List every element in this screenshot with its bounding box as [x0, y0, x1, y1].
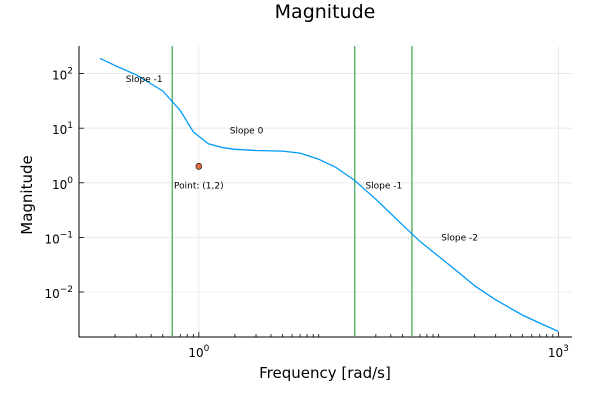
- annotations-layer: Slope -1 Slope 0 Point: (1,2) Slope -1 Slope…: [126, 75, 478, 244]
- series-layer: [99, 57, 559, 332]
- points-layer: [195, 163, 203, 170]
- y-tick-labels: 10−2 10−1 100 101 102: [44, 67, 73, 301]
- plot-frame: [78, 46, 572, 338]
- y-tick-label: 10−1: [44, 230, 73, 246]
- annotation-label: Slope -2: [441, 233, 478, 243]
- y-tick-label: 102: [52, 67, 73, 83]
- series-line: [99, 57, 559, 332]
- annotation-label: Slope -1: [126, 75, 163, 85]
- data-point: [195, 163, 203, 170]
- annotation-label: Slope -1: [365, 181, 402, 191]
- annotation-label: Point: (1,2): [174, 181, 224, 191]
- y-tick-label: 10−2: [44, 285, 73, 301]
- y-tick-label: 100: [52, 176, 73, 192]
- x-tick-labels: 100 103: [188, 344, 569, 360]
- x-tick-label: 103: [548, 344, 569, 360]
- x-axis-label: Frequency [rad/s]: [259, 364, 391, 382]
- annotation-label: Slope 0: [230, 127, 264, 137]
- vertical-lines: [171, 46, 413, 337]
- y-axis-label: Magnitude: [18, 155, 36, 234]
- y-tick-label: 101: [52, 121, 73, 137]
- grid: [79, 46, 572, 337]
- x-tick-label: 100: [188, 344, 209, 360]
- chart-title: Magnitude: [275, 1, 376, 23]
